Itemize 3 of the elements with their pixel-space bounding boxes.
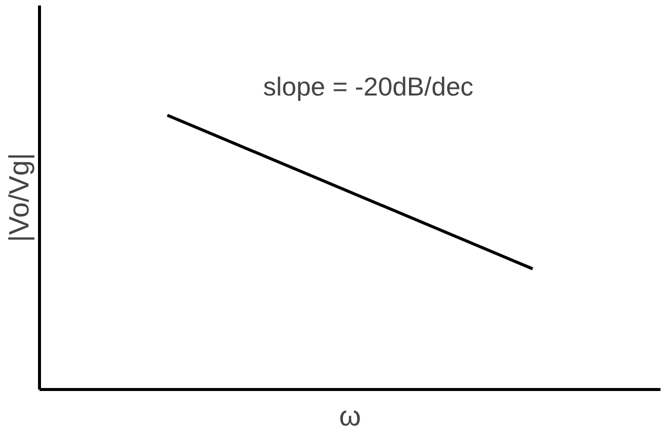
text: slope = -20dB/dec bbox=[263, 72, 474, 102]
x-axis-title: ω bbox=[339, 400, 361, 432]
y-axis-title: |Vo/Vg| bbox=[4, 152, 34, 242]
